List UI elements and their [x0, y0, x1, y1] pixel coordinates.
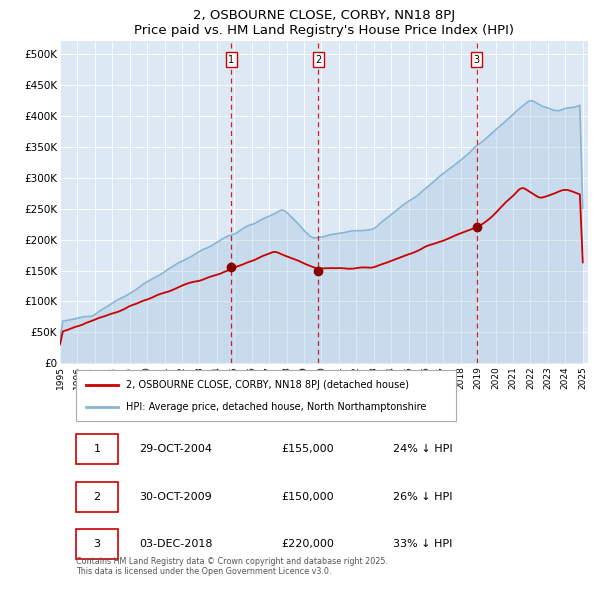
Text: £155,000: £155,000 — [282, 444, 334, 454]
Text: 3: 3 — [94, 539, 100, 549]
Text: 33% ↓ HPI: 33% ↓ HPI — [392, 539, 452, 549]
Text: 24% ↓ HPI: 24% ↓ HPI — [392, 444, 452, 454]
Text: £220,000: £220,000 — [282, 539, 335, 549]
Text: 03-DEC-2018: 03-DEC-2018 — [139, 539, 212, 549]
Text: 1: 1 — [94, 444, 100, 454]
FancyBboxPatch shape — [76, 434, 118, 464]
Text: 29-OCT-2004: 29-OCT-2004 — [139, 444, 212, 454]
Text: 3: 3 — [474, 55, 480, 65]
Text: 2: 2 — [315, 55, 322, 65]
FancyBboxPatch shape — [76, 529, 118, 559]
Text: 1: 1 — [228, 55, 235, 65]
FancyBboxPatch shape — [76, 370, 456, 421]
Text: 2, OSBOURNE CLOSE, CORBY, NN18 8PJ (detached house): 2, OSBOURNE CLOSE, CORBY, NN18 8PJ (deta… — [126, 381, 409, 391]
FancyBboxPatch shape — [76, 481, 118, 512]
Text: 26% ↓ HPI: 26% ↓ HPI — [392, 491, 452, 502]
Text: £150,000: £150,000 — [282, 491, 334, 502]
Text: 2: 2 — [94, 491, 101, 502]
Text: 30-OCT-2009: 30-OCT-2009 — [139, 491, 212, 502]
Text: HPI: Average price, detached house, North Northamptonshire: HPI: Average price, detached house, Nort… — [126, 402, 427, 412]
Title: 2, OSBOURNE CLOSE, CORBY, NN18 8PJ
Price paid vs. HM Land Registry's House Price: 2, OSBOURNE CLOSE, CORBY, NN18 8PJ Price… — [134, 9, 514, 37]
Text: Contains HM Land Registry data © Crown copyright and database right 2025.
This d: Contains HM Land Registry data © Crown c… — [76, 556, 388, 576]
